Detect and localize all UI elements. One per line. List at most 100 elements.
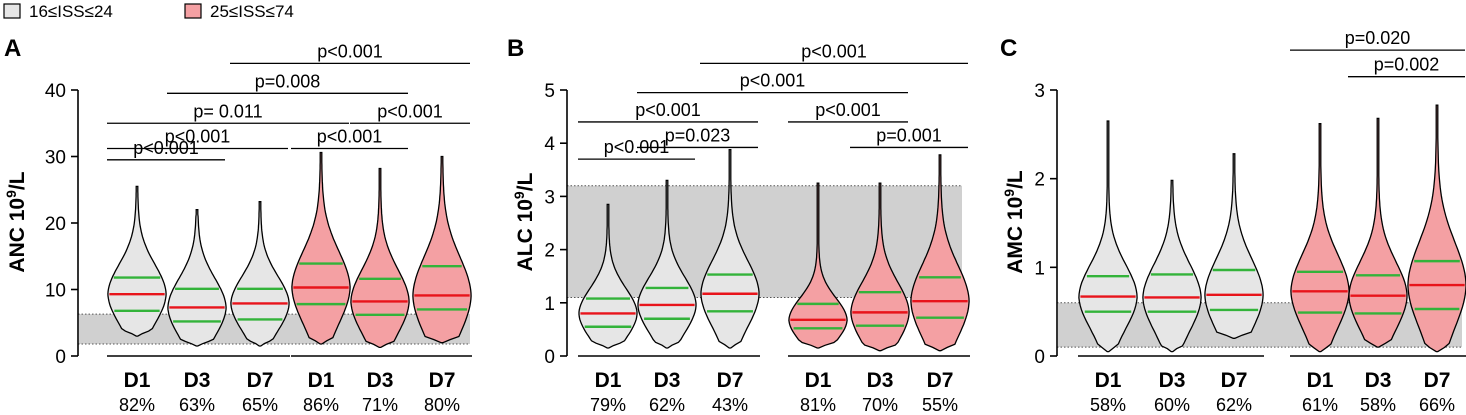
violin-a-0 — [107, 185, 167, 337]
y-axis-label-b: ALC 109/L — [511, 172, 537, 271]
violin-b-3 — [788, 182, 848, 349]
significance-label-a-2: p= 0.011 — [193, 101, 262, 121]
x-category-label-a-2: D7 — [247, 369, 274, 392]
x-category-label-c-1: D3 — [1159, 369, 1186, 392]
y-axis-label-a-main: ANC 10 — [6, 198, 29, 273]
y-tick-label-a-0: 0 — [55, 347, 66, 368]
violin-c-1 — [1142, 179, 1202, 353]
x-category-label-c-3: D1 — [1307, 369, 1334, 392]
x-category-label-c-5: D7 — [1424, 369, 1451, 392]
y-axis-label-c-sup: 9 — [1001, 189, 1017, 197]
y-tick-label-c-1: 1 — [1034, 258, 1045, 279]
percent-label-a-0: 82% — [119, 395, 155, 415]
violin-a-1 — [167, 209, 227, 347]
violin-b-0 — [578, 203, 638, 349]
percent-label-b-1: 62% — [649, 395, 685, 415]
significance-label-c-0: p=0.002 — [1374, 55, 1440, 75]
x-category-label-a-5: D7 — [429, 369, 456, 392]
y-tick-label-a-3: 30 — [45, 148, 66, 169]
significance-label-a-4: p<0.001 — [317, 41, 383, 61]
x-category-label-b-4: D3 — [867, 369, 894, 392]
violin-a-2 — [230, 201, 290, 347]
y-tick-label-b-2: 2 — [544, 241, 555, 262]
significance-label-b-6: p=0.001 — [876, 125, 942, 145]
percent-label-c-2: 62% — [1216, 395, 1252, 415]
percent-label-b-2: 43% — [712, 395, 748, 415]
percent-label-c-5: 66% — [1419, 395, 1455, 415]
violin-a-4 — [350, 167, 410, 349]
significance-label-b-5: p<0.001 — [815, 100, 881, 120]
y-tick-label-b-3: 3 — [544, 187, 555, 208]
violin-c-4 — [1348, 117, 1408, 348]
percent-label-b-5: 55% — [922, 395, 958, 415]
significance-label-a-0: p<0.001 — [133, 138, 199, 158]
y-tick-label-a-2: 20 — [45, 214, 66, 235]
x-category-label-c-2: D7 — [1221, 369, 1248, 392]
panel-a: A ANC 109/L 0 10 20 30 40 D1 82% D3 63% D7 65% D1 86… — [3, 35, 472, 415]
y-axis-label-b-suffix: /L — [514, 172, 537, 191]
x-category-label-c-0: D1 — [1095, 369, 1122, 392]
violin-c-5 — [1407, 104, 1466, 353]
y-axis-label-c-main: AMC 10 — [1004, 197, 1027, 274]
y-tick-label-c-0: 0 — [1034, 347, 1045, 368]
x-category-label-a-0: D1 — [124, 369, 151, 392]
legend-label-group1: 16≤ISS≤24 — [29, 2, 113, 21]
significance-label-b-0: p<0.001 — [604, 137, 670, 157]
violin-b-2 — [700, 148, 760, 349]
significance-label-a-6: p<0.001 — [377, 101, 443, 121]
y-tick-label-b-5: 5 — [544, 81, 555, 102]
y-axis-label-a-suffix: /L — [6, 171, 29, 190]
violin-c-2 — [1204, 153, 1264, 339]
panel-b: B ALC 109/L 0 1 2 3 4 5 D1 79% D3 62% D7 43% D1 81% D3… — [507, 35, 970, 415]
violin-c-0 — [1078, 120, 1138, 353]
significance-label-b-2: p<0.001 — [635, 100, 701, 120]
x-category-label-a-3: D1 — [308, 369, 335, 392]
y-tick-label-a-4: 40 — [45, 81, 66, 102]
y-tick-label-c-3: 3 — [1034, 81, 1045, 102]
panel-c: C AMC 109/L 0 1 2 3 D1 58% D3 60% D7 62% D1 61% D3 58… — [1000, 28, 1466, 415]
legend-swatch-group2 — [184, 3, 202, 19]
significance-label-a-5: p<0.001 — [317, 127, 383, 147]
x-category-label-b-0: D1 — [595, 369, 622, 392]
panel-label-a: A — [4, 35, 21, 62]
percent-label-c-3: 61% — [1302, 395, 1338, 415]
panel-label-b: B — [507, 35, 524, 62]
x-category-label-a-4: D3 — [367, 369, 394, 392]
violin-a-3 — [291, 151, 351, 345]
percent-label-a-2: 65% — [242, 395, 278, 415]
x-category-label-b-1: D3 — [654, 369, 681, 392]
y-axis-label-c: AMC 109/L — [1001, 170, 1027, 274]
y-tick-label-b-1: 1 — [544, 294, 555, 315]
y-axis-label-a: ANC 109/L — [3, 171, 29, 272]
violin-a-5 — [412, 155, 472, 344]
x-category-label-b-5: D7 — [927, 369, 954, 392]
percent-label-b-0: 79% — [590, 395, 626, 415]
significance-label-c-1: p=0.020 — [1345, 28, 1411, 48]
percent-label-c-4: 58% — [1360, 395, 1396, 415]
percent-label-a-4: 71% — [362, 395, 398, 415]
legend: 16≤ISS≤24 25≤ISS≤74 — [3, 2, 294, 21]
y-axis-label-a-sup: 9 — [3, 190, 19, 198]
x-category-label-a-1: D3 — [184, 369, 211, 392]
significance-label-a-3: p=0.008 — [255, 71, 321, 91]
x-category-label-b-3: D1 — [805, 369, 832, 392]
percent-label-c-0: 58% — [1090, 395, 1126, 415]
y-axis-label-b-sup: 9 — [511, 191, 527, 199]
significance-label-b-1: p=0.023 — [665, 125, 731, 145]
percent-label-a-1: 63% — [179, 395, 215, 415]
x-category-label-c-4: D3 — [1365, 369, 1392, 392]
y-tick-label-c-2: 2 — [1034, 170, 1045, 191]
significance-label-b-3: p<0.001 — [740, 71, 806, 91]
percent-label-b-3: 81% — [800, 395, 836, 415]
percent-label-b-4: 70% — [862, 395, 898, 415]
panel-label-c: C — [1000, 35, 1017, 62]
y-tick-label-a-1: 10 — [45, 281, 66, 302]
percent-label-c-1: 60% — [1154, 395, 1190, 415]
y-axis-label-b-main: ALC 10 — [514, 199, 537, 271]
percent-label-a-5: 80% — [424, 395, 460, 415]
y-axis-label-c-suffix: /L — [1004, 170, 1027, 189]
violin-c-3 — [1290, 123, 1350, 353]
significance-label-b-4: p<0.001 — [801, 41, 867, 61]
violin-b-4 — [850, 182, 910, 352]
